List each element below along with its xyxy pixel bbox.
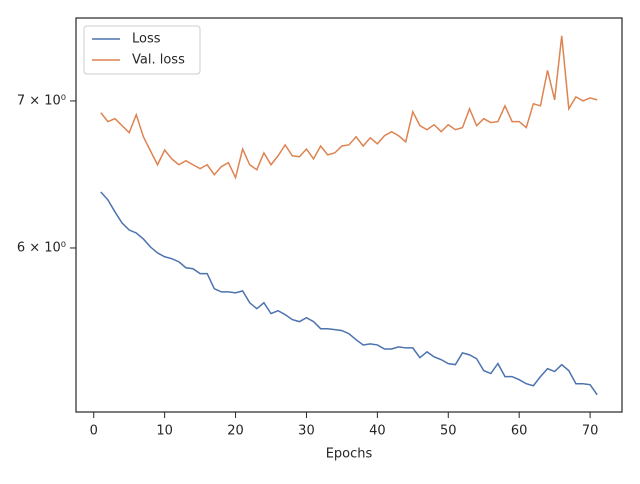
x-tick-label: 30 [298,424,315,439]
line-series [100,191,598,396]
x-tick-label: 60 [511,424,528,439]
legend-label: Loss [132,32,161,47]
x-tick-label: 40 [369,424,386,439]
legend: Loss Val. loss [83,25,201,75]
x-tick-label: 20 [227,424,244,439]
x-tick-label: 70 [582,424,599,439]
legend-box [83,25,201,75]
legend-label: Val. loss [132,53,185,68]
x-tick-label: 0 [90,424,98,439]
x-axis-label: Epochs [326,447,373,462]
x-tick-label: 10 [156,424,173,439]
y-tick-label: 6 × 10⁰ [17,240,66,255]
line-series [100,35,598,180]
x-tick-label: 50 [440,424,457,439]
y-tick-label: 7 × 10⁰ [17,93,66,108]
plot-frame [75,17,623,413]
